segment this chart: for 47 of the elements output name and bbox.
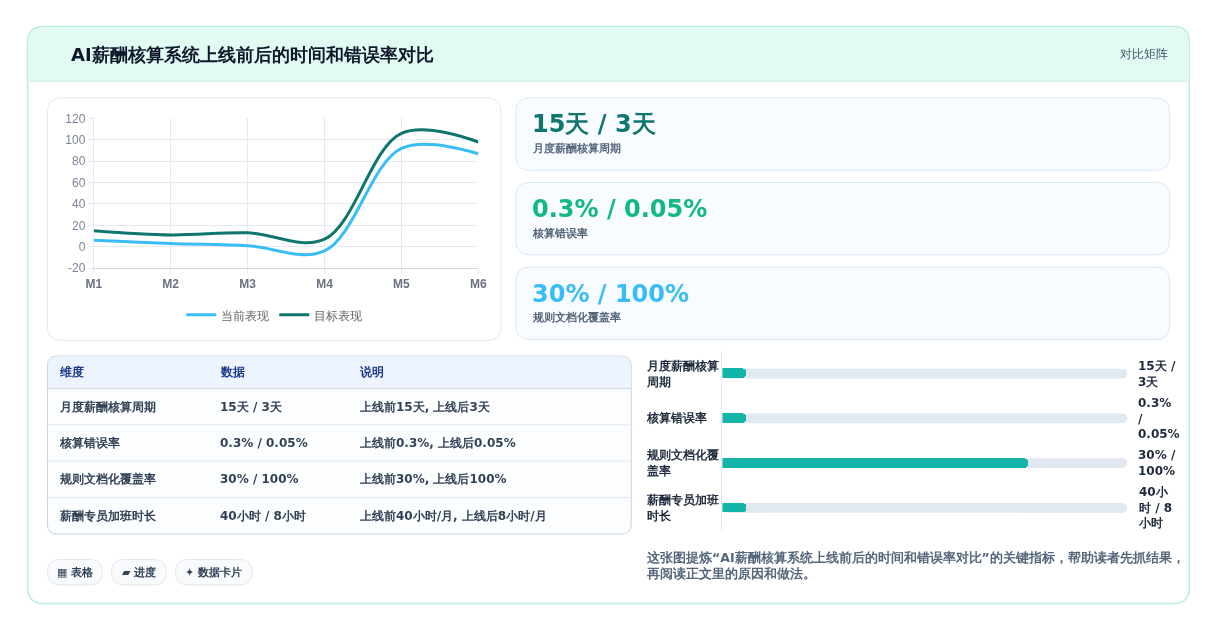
text: 核算错误率 <box>532 227 588 240</box>
y-tick-label: 薪酬专员加班时长 <box>646 493 719 523</box>
text: 月度薪酬核算周期 <box>532 142 621 155</box>
text: 30% / 100% <box>1138 448 1176 478</box>
text: 0.3% / 0.05% <box>532 195 708 223</box>
y-tick-label: 核算错误率 <box>646 411 707 425</box>
text: 规则文档化覆盖率 <box>532 311 621 324</box>
y-tick-label: 40 <box>72 197 86 212</box>
text: 对比矩阵 <box>1120 47 1168 61</box>
x-tick-label: M6 <box>470 277 488 292</box>
x-tick-label: M5 <box>393 277 411 292</box>
text: 0.3% / 0.05% <box>1138 396 1180 442</box>
y-tick-label: 规则文档化覆盖率 <box>646 448 719 478</box>
text: 上线前0.3%, 上线后0.05% <box>359 436 516 450</box>
category-label: 维度 <box>59 365 84 379</box>
y-tick-label: 0 <box>78 239 86 254</box>
text: 15天 / 3天 <box>220 400 283 414</box>
text: 30% / 100% <box>220 472 299 486</box>
x-tick-label: M3 <box>239 277 257 292</box>
text: 上线前30%, 上线后100% <box>359 472 507 486</box>
text: ▦ 表格 <box>57 566 95 579</box>
x-tick-label: M1 <box>85 277 103 292</box>
text: 30% / 100% <box>532 280 690 308</box>
text: 0.3% / 0.05% <box>220 436 308 450</box>
y-tick-label: -20 <box>68 261 86 276</box>
text: 15天 / 3天 <box>532 110 656 138</box>
text: 上线前15天, 上线后3天 <box>359 400 491 414</box>
y-tick-label: 60 <box>72 175 86 190</box>
y-tick-label: 80 <box>72 154 86 169</box>
text: 上线前40小时/月, 上线后8小时/月 <box>359 509 547 523</box>
text: ✦ 数据卡片 <box>185 566 243 579</box>
text: AI薪酬核算系统上线前后的时间和错误率对比 <box>71 44 434 65</box>
text: 15天 / 3天 <box>1138 359 1176 389</box>
text: 40小时 / 8小时 <box>1138 485 1173 531</box>
y-tick-label: 20 <box>72 218 86 233</box>
y-tick-label: 月度薪酬核算周期 <box>646 359 719 389</box>
y-tick-label: 100 <box>65 133 86 148</box>
legend-label: 当前表现 <box>221 308 270 323</box>
category-label: 数据 <box>220 365 245 379</box>
category-label: 说明 <box>359 365 384 379</box>
x-tick-label: M4 <box>316 277 334 292</box>
text: 40小时 / 8小时 <box>220 509 306 523</box>
text: 这张图提炼“AI薪酬核算系统上线前后的时间和错误率对比”的关键指标，帮助读者先抓结果，再阅读正文里的原因和做法。 <box>646 550 1185 582</box>
y-tick-label: 120 <box>65 111 86 126</box>
legend-label: 目标表现 <box>314 308 363 323</box>
text: ▰ 进度 <box>122 566 157 579</box>
x-tick-label: M2 <box>162 277 180 292</box>
